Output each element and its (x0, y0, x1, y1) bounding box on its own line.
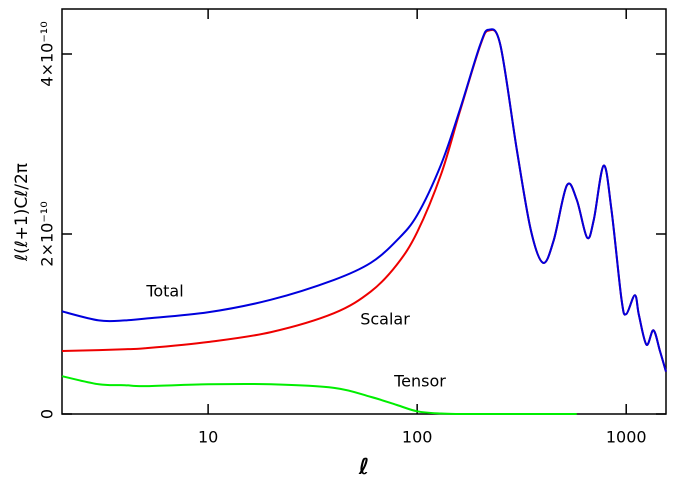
y-tick-label: 2×10⁻¹⁰ (38, 201, 57, 266)
plot-frame (61, 8, 667, 415)
x-tick-label: 100 (402, 428, 433, 447)
series-line (61, 28, 667, 372)
x-tick-label: 1000 (606, 428, 647, 447)
y-tick-label: 4×10⁻¹⁰ (38, 21, 57, 86)
series-annotation: Total (145, 282, 183, 301)
x-axis-label: ℓ (358, 455, 369, 480)
y-tick-label: 0 (38, 409, 57, 419)
x-tick-label: 10 (198, 428, 218, 447)
y-axis-label: ℓ(ℓ+1)Cℓ/2π (12, 163, 32, 262)
series-annotation: Scalar (360, 310, 410, 329)
series-annotation: Tensor (393, 372, 446, 391)
series-line (61, 375, 577, 416)
